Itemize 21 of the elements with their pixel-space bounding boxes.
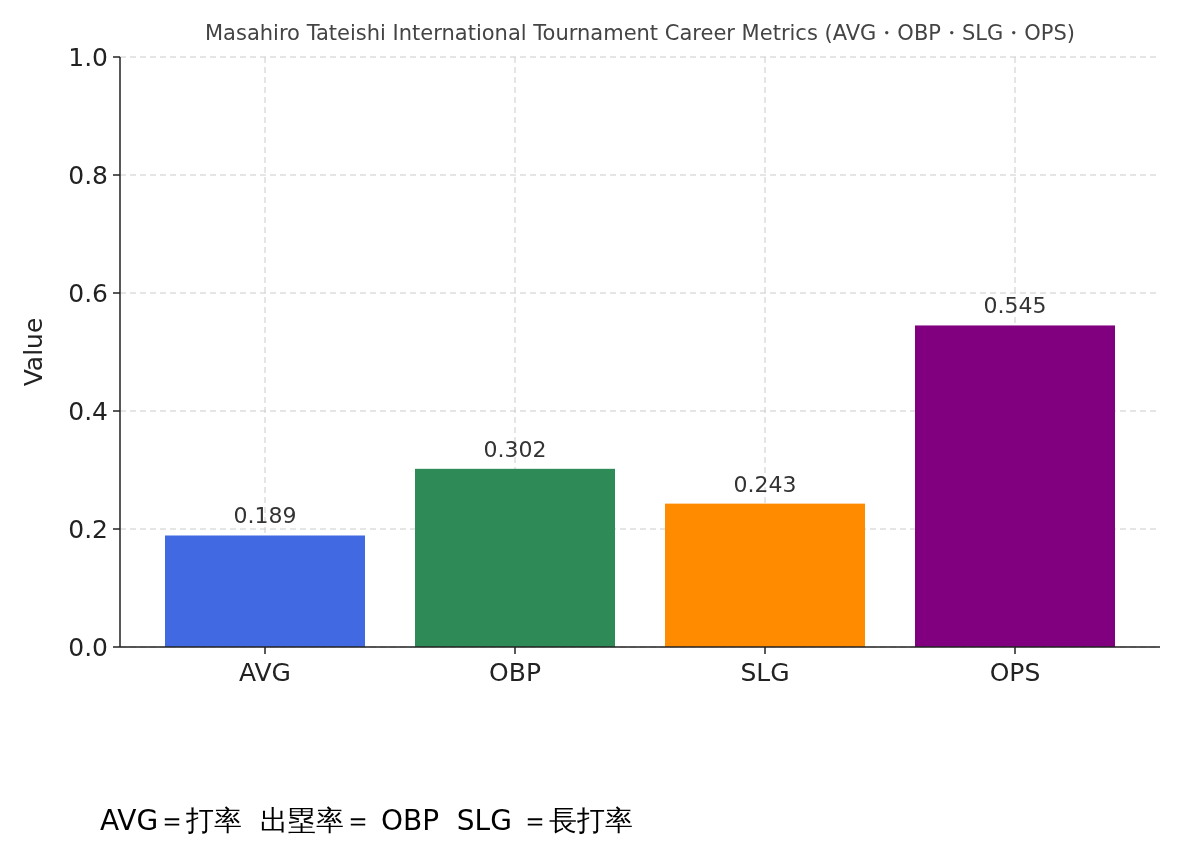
- y-tick-label: 0.4: [68, 397, 108, 426]
- data-label: 0.243: [733, 471, 797, 497]
- bar: [165, 535, 365, 647]
- chart-title: Masahiro Tateishi International Tournament Career Metrics (AVG・OBP・SLG・OPS): [205, 21, 1075, 45]
- x-tick-label: AVG: [239, 658, 291, 687]
- bar: [415, 468, 615, 647]
- y-tick-label: 1.0: [68, 43, 108, 72]
- y-tick-label: 0.8: [68, 161, 108, 190]
- bar: [665, 503, 865, 647]
- x-tick-label: OBP: [489, 658, 541, 687]
- bar: [915, 325, 1115, 647]
- y-tick-label: 0.0: [68, 633, 108, 662]
- x-tick-label: OPS: [989, 658, 1041, 687]
- data-label: 0.302: [483, 436, 547, 462]
- y-tick-label: 0.2: [68, 515, 108, 544]
- text: AVG＝打率 出塁率＝ OBP SLG ＝長打率: [100, 804, 633, 837]
- x-tick-label: SLG: [740, 658, 790, 687]
- y-axis-title: Value: [19, 317, 48, 387]
- data-label: 0.545: [983, 293, 1047, 319]
- y-tick-label: 0.6: [68, 279, 108, 308]
- data-label: 0.189: [233, 503, 297, 529]
